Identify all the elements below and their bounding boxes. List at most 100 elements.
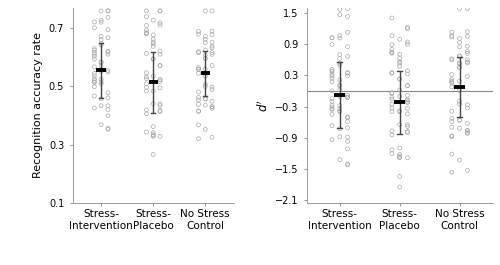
Point bbox=[464, 6, 471, 11]
Point bbox=[456, 54, 464, 58]
Point bbox=[344, 71, 351, 76]
Point bbox=[464, 51, 471, 56]
Point bbox=[142, 112, 150, 116]
Point bbox=[142, 89, 150, 93]
Point bbox=[202, 74, 209, 78]
Point bbox=[142, 85, 150, 90]
Point bbox=[97, 123, 105, 127]
Point bbox=[194, 68, 202, 72]
Point bbox=[456, 61, 464, 65]
Point bbox=[344, 30, 351, 34]
Point bbox=[90, 74, 98, 78]
Point bbox=[149, 40, 157, 44]
Point bbox=[404, 72, 411, 76]
Point bbox=[90, 80, 98, 84]
Point bbox=[448, 120, 456, 124]
Y-axis label: Recognition accuracy rate: Recognition accuracy rate bbox=[33, 32, 43, 178]
Point bbox=[404, 130, 411, 135]
Point bbox=[404, 112, 411, 116]
Point bbox=[142, 130, 150, 134]
Point bbox=[194, 136, 202, 141]
Point bbox=[104, 50, 112, 54]
Point bbox=[464, 106, 471, 110]
Point bbox=[396, 59, 404, 64]
Point bbox=[336, 107, 344, 111]
Point bbox=[464, 121, 471, 126]
Point bbox=[344, 162, 351, 166]
Point bbox=[396, 61, 404, 65]
Point bbox=[388, 16, 396, 20]
Point bbox=[149, 57, 157, 61]
Point bbox=[336, 157, 344, 162]
Point bbox=[208, 52, 216, 56]
Point bbox=[344, 139, 351, 144]
Point bbox=[448, 35, 456, 39]
Point bbox=[388, 129, 396, 133]
Point bbox=[396, 52, 404, 56]
Point bbox=[208, 44, 216, 48]
Point bbox=[156, 21, 164, 25]
Point bbox=[404, 98, 411, 102]
Point bbox=[328, 99, 336, 104]
Point bbox=[336, 36, 344, 40]
Point bbox=[396, 64, 404, 68]
Point bbox=[456, 45, 464, 49]
Point bbox=[336, 12, 344, 17]
Point bbox=[156, 134, 164, 138]
Point bbox=[456, 126, 464, 130]
Point bbox=[97, 104, 105, 108]
Point bbox=[202, 103, 209, 107]
Point bbox=[202, 48, 209, 52]
Point bbox=[194, 32, 202, 36]
Point bbox=[388, 106, 396, 110]
Point bbox=[396, 154, 404, 158]
Point bbox=[336, 103, 344, 108]
Point bbox=[194, 51, 202, 55]
Point bbox=[156, 9, 164, 13]
Point bbox=[156, 103, 164, 108]
Point bbox=[149, 37, 157, 41]
Point bbox=[104, 70, 112, 74]
Point bbox=[156, 80, 164, 84]
Point bbox=[328, 74, 336, 78]
Point bbox=[149, 57, 157, 61]
Point bbox=[202, 82, 209, 86]
Point bbox=[142, 9, 150, 13]
Point bbox=[208, 40, 216, 44]
Point bbox=[202, 56, 209, 61]
Point bbox=[97, 18, 105, 22]
Point bbox=[388, 91, 396, 95]
Point bbox=[336, 135, 344, 139]
Point bbox=[456, 89, 464, 93]
Point bbox=[344, 135, 351, 139]
Point bbox=[104, 104, 112, 108]
Point bbox=[142, 28, 150, 32]
Point bbox=[97, 60, 105, 64]
Point bbox=[456, 158, 464, 162]
Point bbox=[456, 102, 464, 106]
Point bbox=[208, 33, 216, 37]
Point bbox=[142, 108, 150, 112]
Point bbox=[456, 65, 464, 69]
Point bbox=[90, 47, 98, 51]
Point bbox=[328, 103, 336, 107]
Point bbox=[396, 146, 404, 150]
Point bbox=[404, 106, 411, 111]
Point bbox=[97, 64, 105, 68]
Point bbox=[328, 76, 336, 81]
Point bbox=[104, 52, 112, 56]
Point bbox=[208, 135, 216, 139]
Point bbox=[202, 53, 209, 57]
Point bbox=[404, 25, 411, 29]
Point bbox=[396, 56, 404, 61]
Point bbox=[208, 46, 216, 50]
Point bbox=[104, 68, 112, 73]
Point bbox=[149, 134, 157, 138]
Point bbox=[104, 36, 112, 40]
Point bbox=[448, 30, 456, 34]
Point bbox=[194, 29, 202, 34]
Point bbox=[344, 54, 351, 59]
Point bbox=[404, 42, 411, 46]
Point bbox=[396, 122, 404, 127]
Point bbox=[396, 156, 404, 160]
